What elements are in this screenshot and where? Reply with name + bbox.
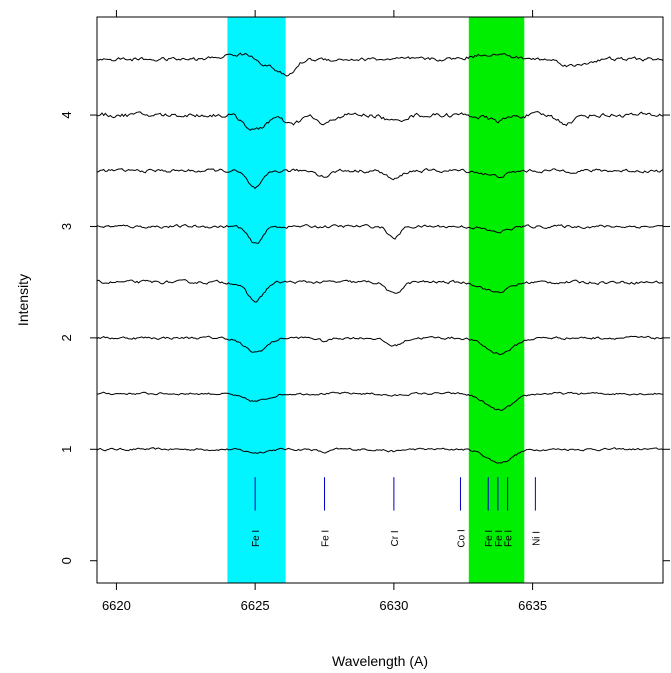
y-tick-label-3: 2 bbox=[59, 334, 74, 341]
y-axis-title: Intensity bbox=[15, 274, 31, 326]
line-marker-label-3: Cr I bbox=[390, 530, 401, 546]
highlight-bands bbox=[227, 17, 525, 583]
x-tick-label-4: 6635 bbox=[518, 598, 547, 613]
x-tick-label-1: 6620 bbox=[102, 598, 131, 613]
spectrum-line-5 bbox=[96, 223, 664, 244]
axes: 6620 6625 6630 6635 0 1 2 3 4 bbox=[59, 10, 670, 613]
plot-frame bbox=[96, 16, 664, 584]
line-marker-label-8: Ni I bbox=[531, 531, 542, 546]
x-axis-title: Wavelength (A) bbox=[332, 653, 428, 669]
y-tick-label-4: 3 bbox=[59, 223, 74, 230]
highlight-band-1 bbox=[227, 17, 286, 583]
x-tick-label-3: 6630 bbox=[379, 598, 408, 613]
line-marker-label-7: Fe I bbox=[504, 530, 515, 547]
line-marker-label-6: Fe I bbox=[494, 530, 505, 547]
y-tick-label-5: 4 bbox=[59, 111, 74, 118]
line-markers: Fe I Fe I Cr I Co I Fe IFe IFe I Ni I bbox=[251, 477, 542, 548]
spectrum-line-6 bbox=[96, 168, 664, 190]
line-marker-label-4: Co I bbox=[456, 529, 467, 547]
spectrum-line-7 bbox=[96, 111, 664, 131]
line-marker-label-5: Fe I bbox=[484, 530, 495, 547]
spectrum-line-8 bbox=[96, 52, 664, 77]
spectrum-line-1 bbox=[96, 447, 664, 464]
line-marker-label-1: Fe I bbox=[251, 530, 262, 547]
spectra-lines bbox=[96, 52, 664, 464]
spectrum-line-2 bbox=[96, 391, 664, 412]
y-tick-label-1: 0 bbox=[59, 557, 74, 564]
line-marker-label-2: Fe I bbox=[321, 530, 332, 547]
highlight-band-2 bbox=[468, 17, 525, 583]
y-tick-label-2: 1 bbox=[59, 446, 74, 453]
x-tick-label-2: 6625 bbox=[241, 598, 270, 613]
spectrum-line-4 bbox=[96, 279, 664, 303]
spectrum-line-3 bbox=[96, 335, 664, 356]
